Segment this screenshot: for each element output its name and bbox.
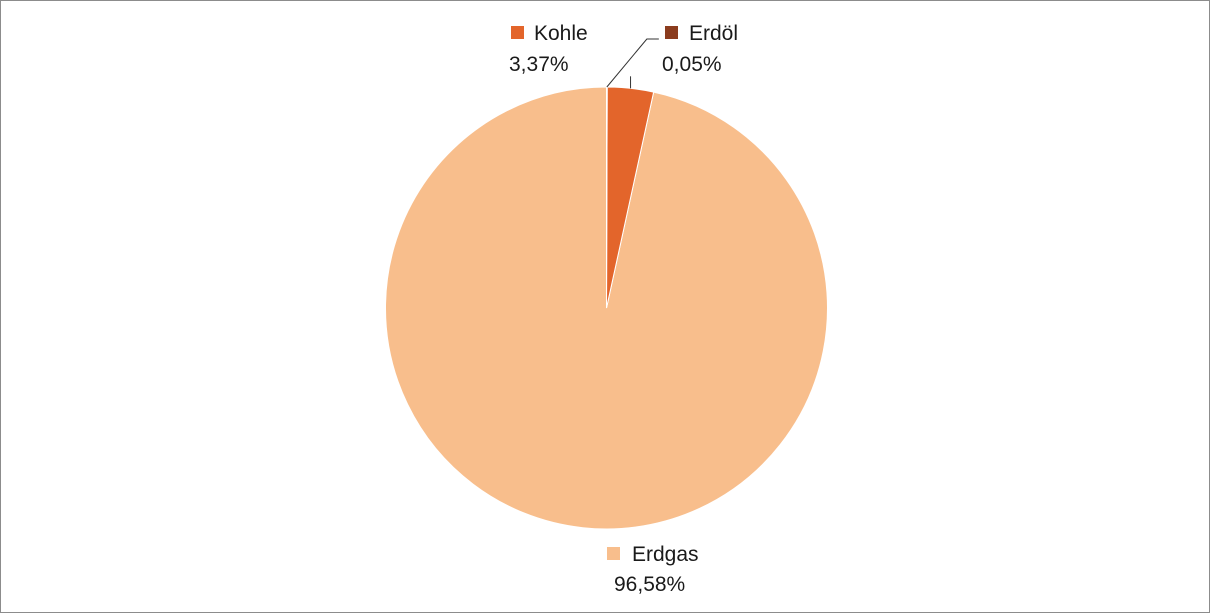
slice-value-kohle: 3,37% [509,53,569,76]
leader-lines [606,38,659,89]
slice-value-erdgas: 96,58% [614,573,685,596]
label-erdgas: Erdgas 96,58% [607,543,699,596]
pie-slices [385,86,828,530]
slice-name-erdgas: Erdgas [632,543,699,566]
label-erdoel: Erdöl 0,05% [662,22,738,76]
legend-swatch-erdoel [665,26,678,39]
slice-name-erdoel: Erdöl [689,22,738,45]
label-kohle: Kohle 3,37% [509,22,588,76]
slice-value-erdoel: 0,05% [662,53,722,76]
slice-name-kohle: Kohle [534,22,588,45]
legend-swatch-kohle [511,26,524,39]
pie-slice-erd-l [606,86,608,309]
legend-swatch-erdgas [607,547,620,560]
leader-line-erdoel [606,38,659,88]
